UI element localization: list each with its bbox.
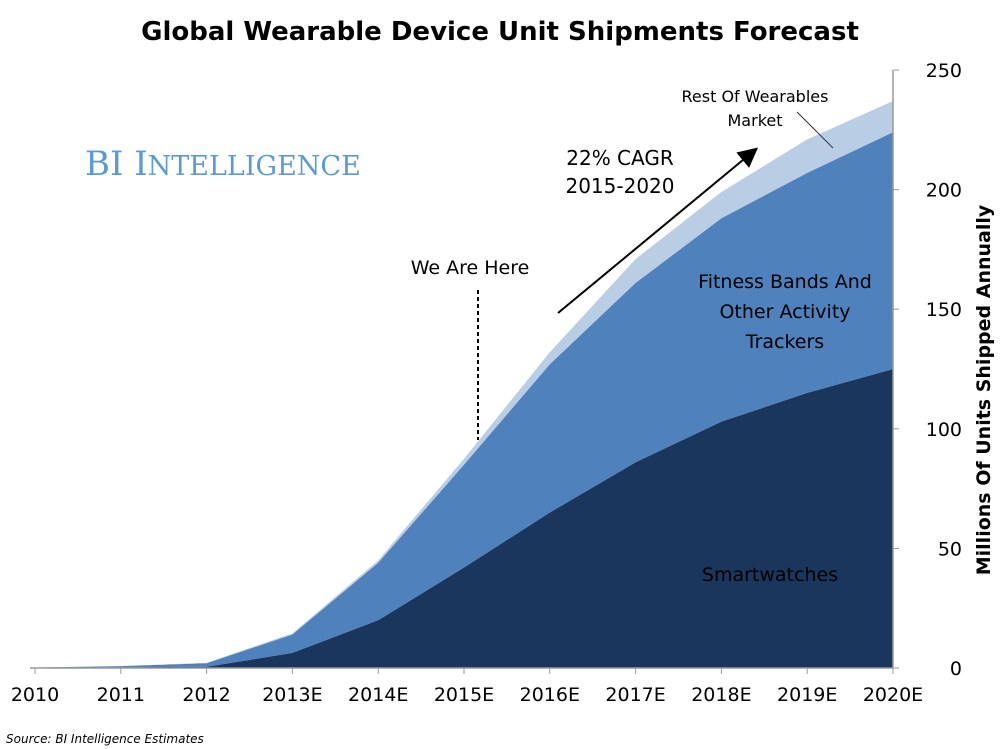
x-tick-label: 2017E [605,684,665,706]
areas [35,101,893,668]
x-tick-label: 2010 [11,684,59,706]
y-tick-label: 250 [926,60,962,82]
rest-leader-line [796,111,834,149]
y-tick-label: 150 [926,299,962,321]
fitness-label-line1: Fitness Bands And [698,271,872,293]
cagr-arrow [557,147,759,314]
source-note: Source: BI Intelligence Estimates [6,732,204,746]
fitness-label-line3: Trackers [745,331,824,353]
cagr-label-line1: 22% CAGR [566,146,674,170]
rest-label-line2: Market [728,111,783,130]
area-series-1 [35,132,893,668]
y-axis-title: Millions Of Units Shipped Annually [973,204,995,575]
x-tick-label: 2012 [182,684,230,706]
x-tick-label: 2011 [97,684,145,706]
x-tick-label: 2016E [520,684,580,706]
x-tick-label: 2014E [348,684,408,706]
chart-title: Global Wearable Device Unit Shipments Fo… [141,17,859,47]
smartwatches-label: Smartwatches [702,564,838,586]
x-tick-label: 2019E [777,684,837,706]
bi-intelligence-logo: BI INTELLIGENCE [85,144,361,184]
area-series-2 [35,101,893,668]
axes: 2010 2011 2012 2013E 2014E 2015E 2016E 2017E 201… [11,60,962,706]
x-tick-label: 2018E [691,684,751,706]
x-tick-label: 2013E [262,684,322,706]
x-tick-label: 2020E [863,684,923,706]
we-are-here-label: We Are Here [411,257,530,279]
x-tick-label: 2015E [434,684,494,706]
y-tick-label: 0 [950,658,962,680]
y-tick-label: 50 [938,538,962,560]
area-series-0 [35,369,893,668]
y-tick-label: 200 [926,180,962,202]
fitness-label-line2: Other Activity [719,301,850,323]
y-tick-label: 100 [926,419,962,441]
cagr-label-line2: 2015-2020 [565,174,674,198]
rest-label-line1: Rest Of Wearables [682,87,829,106]
